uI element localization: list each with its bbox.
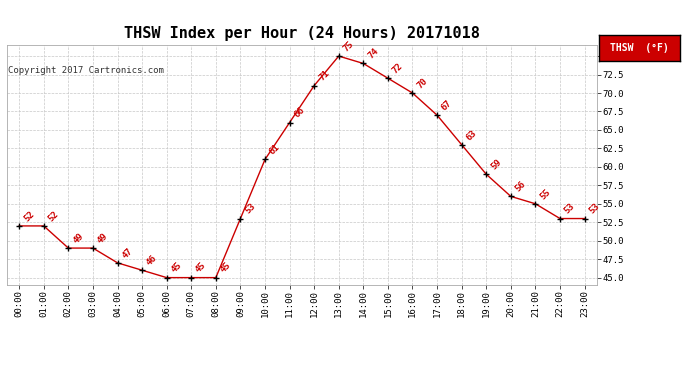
Text: 63: 63 — [464, 128, 478, 142]
Text: 71: 71 — [317, 69, 331, 83]
Text: 74: 74 — [366, 47, 380, 61]
Text: 45: 45 — [170, 261, 184, 275]
Title: THSW Index per Hour (24 Hours) 20171018: THSW Index per Hour (24 Hours) 20171018 — [124, 26, 480, 41]
Text: 49: 49 — [71, 231, 85, 245]
Text: 67: 67 — [440, 98, 454, 112]
Text: 59: 59 — [489, 158, 503, 171]
Text: 45: 45 — [194, 261, 208, 275]
Text: Copyright 2017 Cartronics.com: Copyright 2017 Cartronics.com — [8, 66, 164, 75]
Text: 70: 70 — [415, 76, 429, 90]
Text: 52: 52 — [46, 209, 61, 223]
Text: 75: 75 — [342, 39, 355, 53]
Text: 61: 61 — [268, 143, 282, 157]
Text: 45: 45 — [219, 261, 233, 275]
Text: 53: 53 — [587, 202, 601, 216]
Text: 53: 53 — [243, 202, 257, 216]
Text: 66: 66 — [293, 106, 306, 120]
Text: 53: 53 — [563, 202, 577, 216]
Text: 49: 49 — [96, 231, 110, 245]
Text: 46: 46 — [145, 254, 159, 267]
Text: 55: 55 — [538, 187, 552, 201]
Text: 72: 72 — [391, 62, 404, 75]
Text: THSW  (°F): THSW (°F) — [610, 43, 669, 53]
Text: 47: 47 — [120, 246, 135, 260]
Text: 52: 52 — [22, 209, 36, 223]
Text: 56: 56 — [513, 180, 528, 194]
